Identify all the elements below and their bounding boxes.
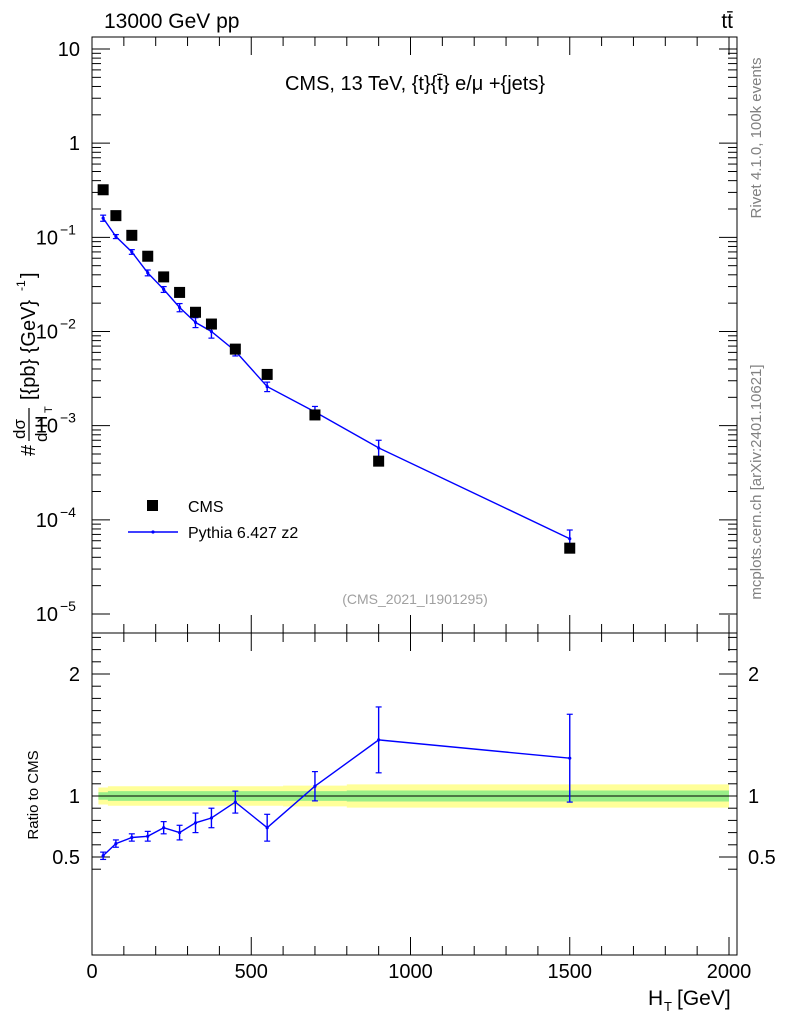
pythia-point xyxy=(568,537,572,541)
ratio-y-axis-title: Ratio to CMS xyxy=(25,750,42,839)
ratio-y-tick-label-right: 2 xyxy=(748,664,759,686)
ratio-y-tick-label-right: 0.5 xyxy=(748,847,776,869)
ratio-point xyxy=(177,831,182,835)
legend-pythia-label: Pythia 6.427 z2 xyxy=(188,525,298,542)
main-y-tick-exponent: −3 xyxy=(60,410,76,426)
ratio-plot-frame xyxy=(91,632,738,956)
pythia-point xyxy=(130,250,134,254)
ratio-point xyxy=(209,816,214,820)
x-tick-label: 1000 xyxy=(388,961,433,983)
main-y-tick-exponent: −2 xyxy=(60,316,76,332)
cms-data-point xyxy=(309,409,321,421)
pythia-point xyxy=(377,446,381,450)
pythia-point xyxy=(193,320,198,324)
x-tick-label: 0 xyxy=(86,961,97,983)
main-y-tick-label: 10 xyxy=(36,227,58,249)
pythia-point xyxy=(265,384,269,389)
pythia-point xyxy=(177,305,182,310)
ratio-point xyxy=(130,835,134,840)
pythia-point xyxy=(209,329,214,334)
process-label: tt̄ xyxy=(721,10,733,33)
ratio-point xyxy=(193,821,198,825)
main-y-tick-label: 10 xyxy=(36,416,58,438)
main-title: CMS, 13 TeV, {t}{t̄} e/μ +{jets} xyxy=(285,73,545,95)
energy-label: 13000 GeV pp xyxy=(104,10,239,33)
main-y-tick-label: 10 xyxy=(36,322,58,344)
main-y-tick-label: 10 xyxy=(36,604,58,626)
svg-text:T: T xyxy=(664,999,672,1014)
ratio-point xyxy=(265,826,269,830)
main-watermark: (CMS_2021_I1901295) xyxy=(342,591,488,607)
svg-text:T: T xyxy=(43,406,55,413)
x-axis-title: H T [GeV] xyxy=(648,987,731,1014)
x-tick-label: 500 xyxy=(235,961,268,983)
ratio-y-tick-label: 2 xyxy=(69,664,80,686)
cms-data-point xyxy=(261,368,273,380)
main-y-tick-exponent: −4 xyxy=(60,504,76,520)
cms-data-point xyxy=(126,229,138,241)
legend-cms-marker xyxy=(147,500,158,511)
main-y-tick-exponent: −1 xyxy=(60,221,76,237)
ratio-plot-panel: 0.5 0.51 12 20 500 1000 1500 2000 Ratio to CMS … xyxy=(25,632,776,1014)
legend-cms-label: CMS xyxy=(188,499,224,516)
ratio-point xyxy=(568,756,572,760)
ratio-point xyxy=(233,800,237,804)
svg-text:]: ] xyxy=(18,272,40,278)
x-tick-label: 2000 xyxy=(707,961,752,983)
pythia-point xyxy=(114,234,118,239)
cms-data-point xyxy=(373,455,385,467)
legend: CMS Pythia 6.427 z2 xyxy=(128,499,298,542)
svg-text:[GeV]: [GeV] xyxy=(677,987,731,1010)
ratio-y-tick-label: 0.5 xyxy=(52,847,80,869)
ratio-point xyxy=(114,841,118,846)
svg-text:[{pb} {GeV}: [{pb} {GeV} xyxy=(18,300,40,400)
svg-text:H: H xyxy=(648,987,663,1010)
cms-data-point xyxy=(564,542,576,554)
svg-text:dσ: dσ xyxy=(10,419,29,439)
pythia-point xyxy=(162,287,166,291)
cms-data-point xyxy=(158,271,170,283)
cms-data-point xyxy=(190,306,202,318)
cms-data-point xyxy=(229,343,241,355)
ratio-point xyxy=(101,854,105,858)
svg-text:d H: d H xyxy=(32,416,51,442)
ratio-point xyxy=(162,826,166,830)
legend-pythia-dot xyxy=(151,530,155,534)
ratio-y-tick-label: 1 xyxy=(69,786,80,808)
cms-data-point xyxy=(174,286,186,298)
ratio-point xyxy=(313,784,317,788)
main-y-axis-title: # dσ d H T [{pb} {GeV} -1 ] xyxy=(10,272,55,456)
svg-text:#: # xyxy=(18,444,40,456)
main-y-tick-label: 1 xyxy=(69,133,80,155)
x-tick-label: 1500 xyxy=(548,961,593,983)
cms-data-point xyxy=(110,210,122,222)
ratio-point xyxy=(146,834,150,838)
ratio-point xyxy=(377,738,381,742)
pythia-point xyxy=(101,216,105,220)
ratio-y-tick-label-right: 1 xyxy=(748,786,759,808)
rivet-label: Rivet 4.1.0, 100k events xyxy=(748,58,765,219)
mcplots-label: mcplots.cern.ch [arXiv:2401.10621] xyxy=(748,364,765,599)
cms-data-point xyxy=(97,184,109,196)
svg-text:-1: -1 xyxy=(14,280,28,291)
cms-data-point xyxy=(205,318,217,330)
pythia-point xyxy=(146,271,150,275)
cms-data-point xyxy=(142,250,154,262)
main-y-tick-label: 10 xyxy=(36,510,58,532)
main-y-tick-exponent: −5 xyxy=(60,598,76,614)
main-y-tick-label: 10 xyxy=(58,39,80,61)
